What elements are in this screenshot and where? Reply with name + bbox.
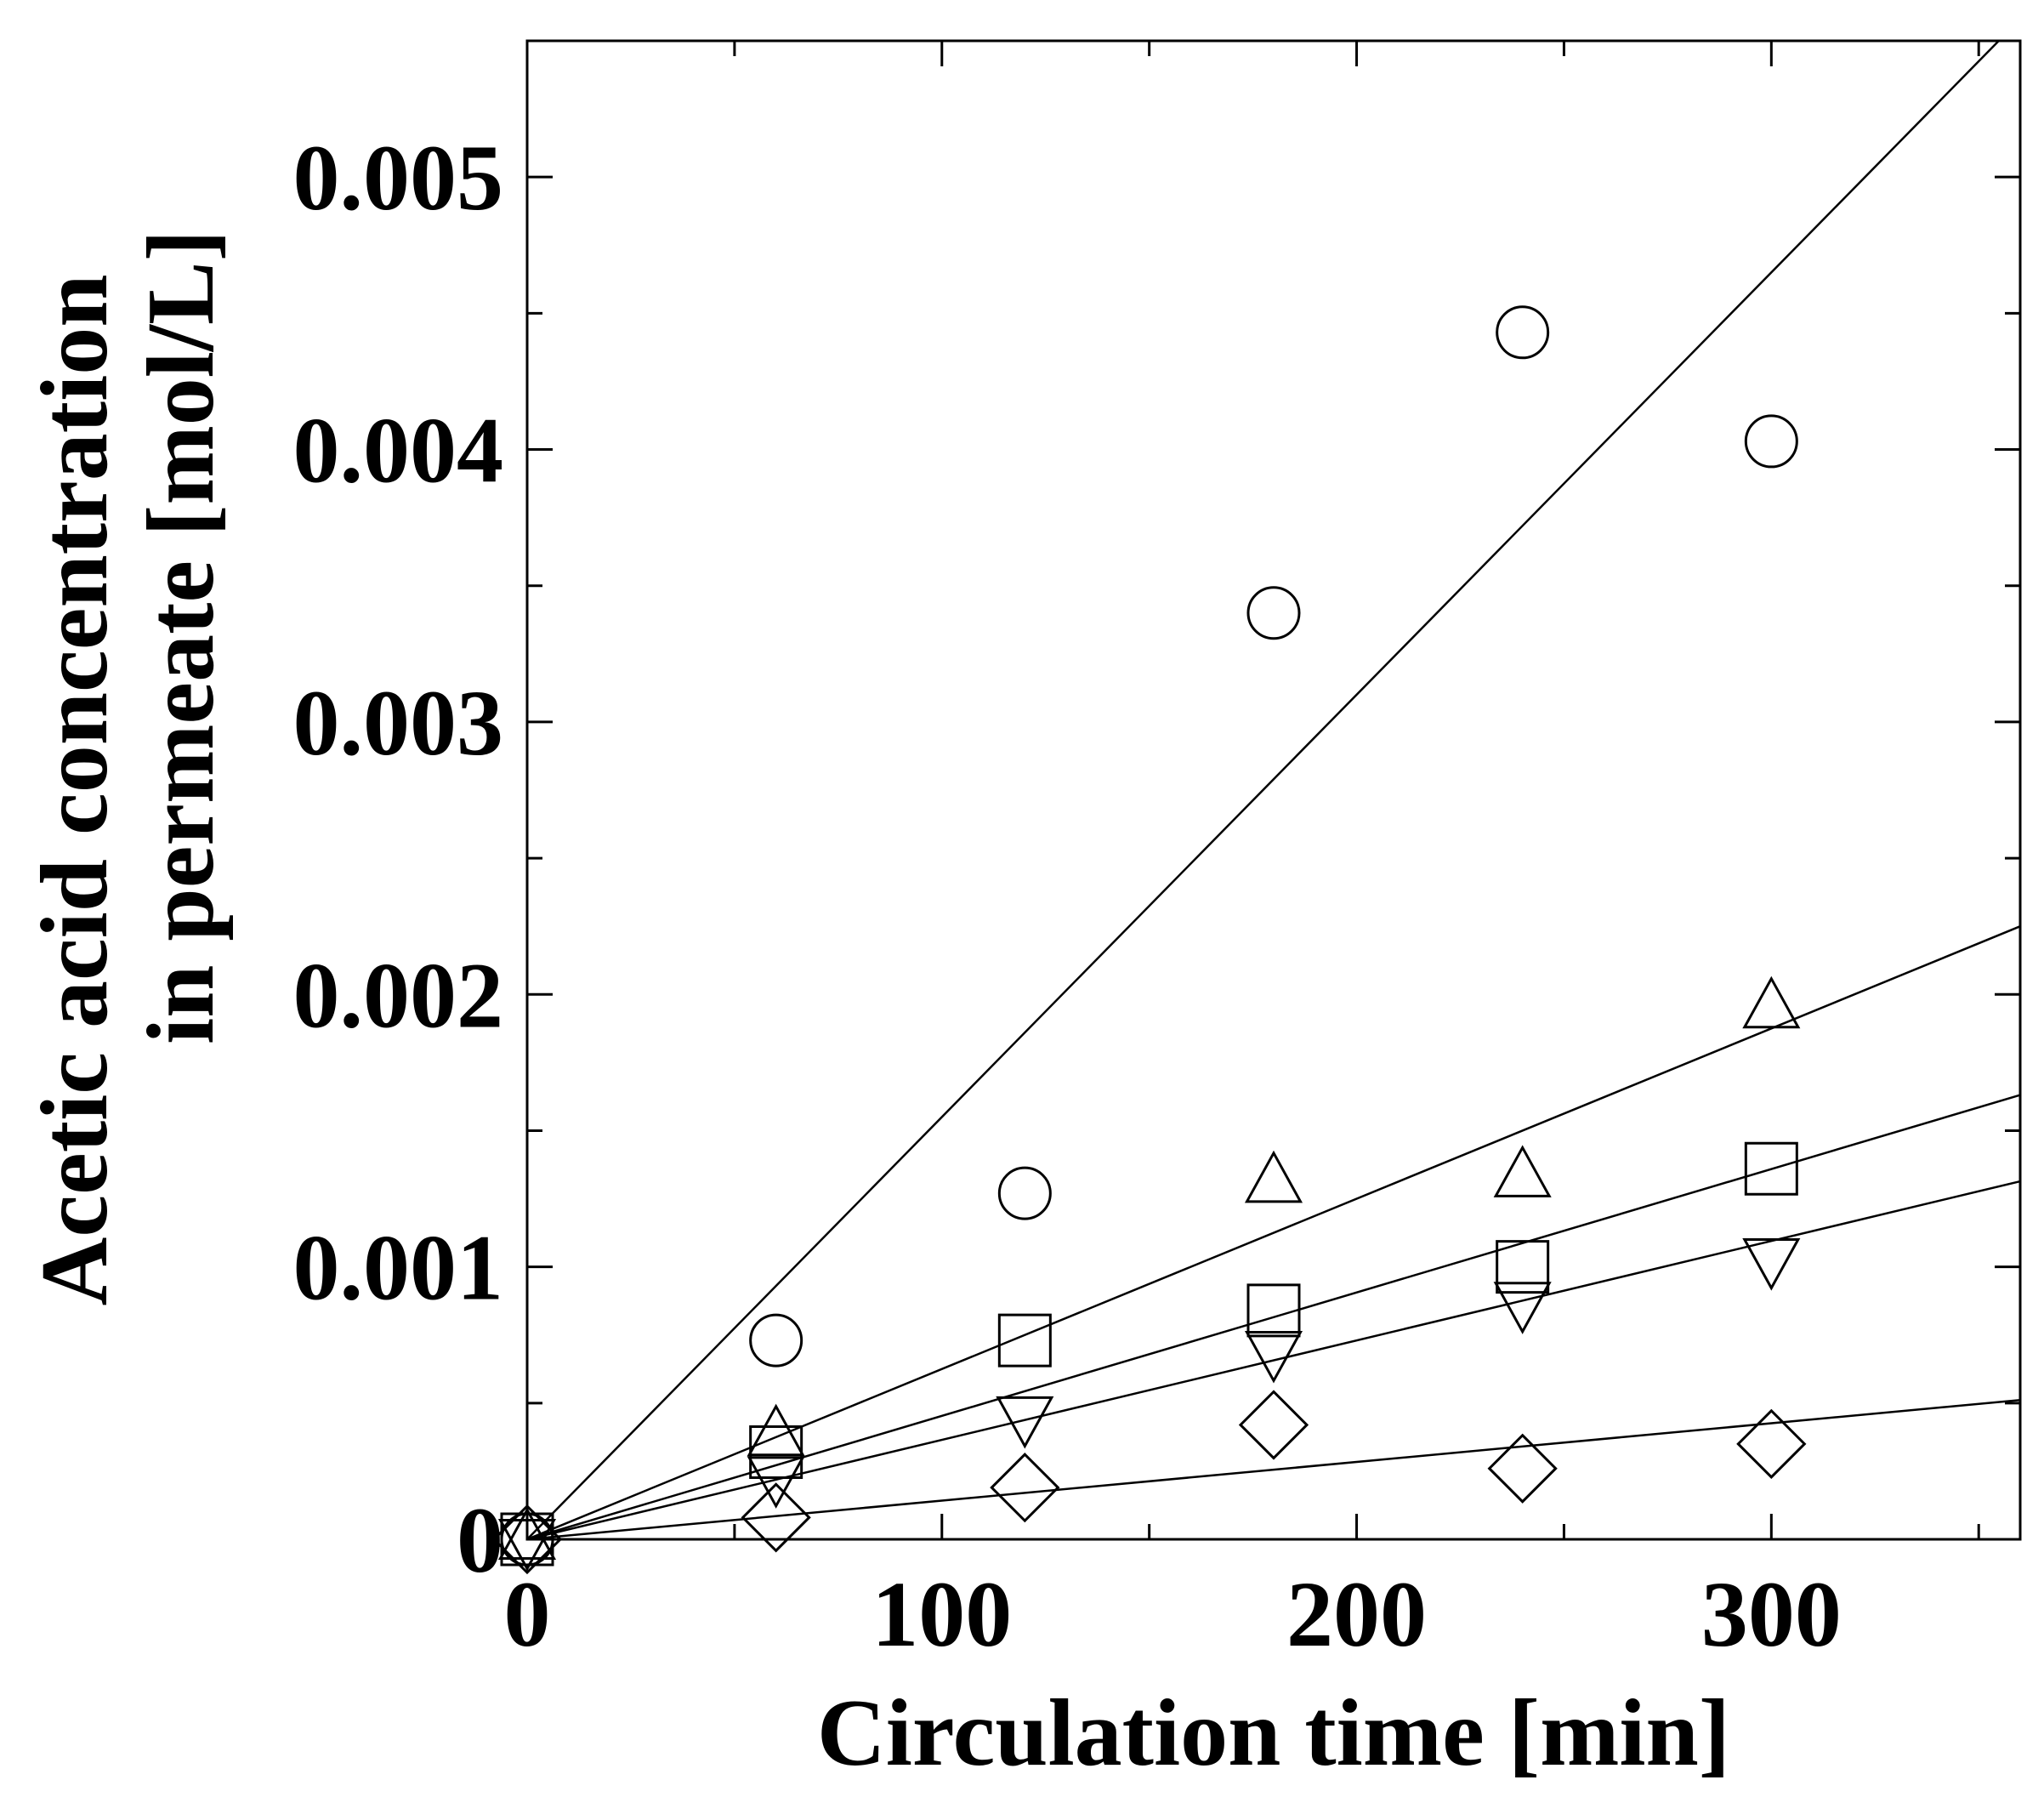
- point-triangle-down: [747, 1456, 805, 1509]
- point-circle: [1744, 414, 1798, 469]
- point-diamond: [741, 1482, 811, 1553]
- point-circle: [1496, 305, 1550, 360]
- point-triangle-up: [1742, 975, 1801, 1029]
- point-circle: [997, 1166, 1052, 1220]
- fit-line-circle: [526, 40, 2000, 1540]
- fit-line-triangle-down: [526, 1180, 2021, 1541]
- point-triangle-up: [1493, 1145, 1552, 1197]
- point-triangle-down: [996, 1396, 1054, 1449]
- point-diamond: [491, 1504, 563, 1575]
- fit-line-diamond: [526, 1398, 2021, 1541]
- y-tick-label: 0.004: [293, 399, 504, 503]
- x-tick-label: 200: [1286, 1562, 1427, 1666]
- point-circle: [749, 1313, 803, 1368]
- point-diamond: [990, 1453, 1060, 1523]
- point-triangle-up: [747, 1403, 805, 1457]
- point-triangle-up: [497, 1507, 557, 1560]
- point-square: [997, 1313, 1052, 1368]
- fit-line-triangle-up: [526, 925, 2021, 1541]
- y-axis-title-line-2: in permeate [mol/L]: [128, 230, 234, 1044]
- x-tick-labels: 0 100 200 300: [504, 1562, 1842, 1666]
- x-tick-label: 300: [1701, 1562, 1842, 1666]
- x-tick-label: 100: [872, 1562, 1012, 1666]
- point-triangle-up: [1244, 1150, 1303, 1203]
- x-axis-title: Circulation time [min]: [817, 1680, 1730, 1786]
- point-triangle-down: [1742, 1238, 1801, 1291]
- y-tick-label: 0.002: [293, 943, 504, 1047]
- plot-frame: [525, 39, 2022, 1541]
- point-diamond: [1238, 1390, 1309, 1460]
- fit-lines: [526, 40, 2021, 1541]
- point-diamond: [1487, 1433, 1558, 1504]
- point-square: [1496, 1240, 1550, 1294]
- fit-line-square: [526, 1094, 2021, 1541]
- y-tick-label: 0.005: [293, 126, 504, 230]
- point-diamond: [1736, 1408, 1807, 1479]
- point-triangle-down: [1493, 1282, 1552, 1334]
- y-tick-label: 0.001: [293, 1216, 504, 1320]
- y-tick-label: 0: [457, 1488, 503, 1592]
- y-axis-title-line-1: Acetic acid concentration: [22, 275, 128, 1306]
- x-tick-label: 0: [504, 1562, 551, 1666]
- point-triangle-down: [1244, 1330, 1303, 1384]
- point-circle: [1246, 586, 1301, 640]
- y-tick-labels: 0 0.001 0.002 0.003 0.004 0.005: [293, 126, 504, 1592]
- point-square: [1744, 1141, 1798, 1196]
- y-tick-label: 0.003: [293, 671, 504, 775]
